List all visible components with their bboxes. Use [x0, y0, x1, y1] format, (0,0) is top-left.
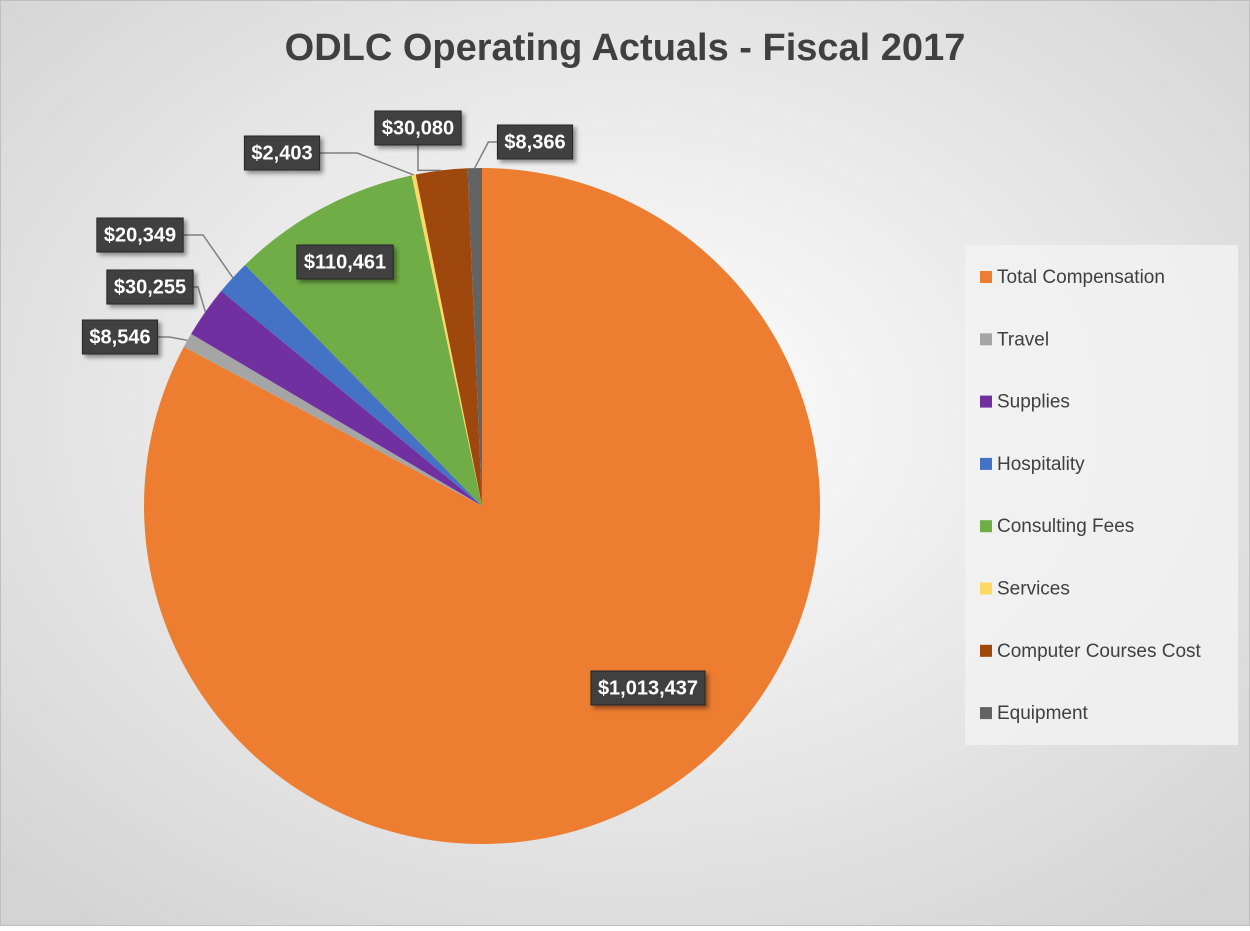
data-label-text: $20,349	[104, 224, 176, 246]
data-label-box	[296, 244, 394, 280]
pie-slice	[467, 168, 482, 506]
legend-label: Travel	[997, 329, 1049, 350]
legend-swatch	[980, 333, 992, 346]
data-label-text: $2,403	[251, 142, 312, 164]
legend-swatch	[980, 520, 992, 533]
legend-swatch	[980, 582, 992, 595]
data-label-box	[243, 135, 321, 171]
data-label-box	[106, 269, 194, 305]
legend-swatch	[980, 271, 992, 283]
pie-slice	[191, 290, 482, 506]
leader-line	[417, 145, 442, 172]
legend-label: Services	[997, 579, 1070, 600]
data-label: $2,403	[243, 135, 321, 171]
data-label: $30,080	[374, 110, 462, 146]
data-label: $20,349	[96, 217, 184, 253]
pie-slice	[183, 333, 482, 506]
legend-label: Supplies	[997, 392, 1070, 413]
data-label-text: $30,255	[114, 276, 186, 298]
data-label: $1,013,437	[590, 670, 706, 706]
data-label-box	[496, 124, 574, 160]
legend-swatch	[980, 644, 992, 657]
data-label-text: $8,546	[89, 326, 150, 348]
leader-line	[193, 286, 207, 313]
data-label-box	[81, 319, 159, 355]
legend-label: Computer Courses Cost	[997, 641, 1202, 662]
legend-swatch	[980, 457, 992, 470]
pie-slice	[221, 264, 482, 506]
data-label-box	[374, 110, 462, 146]
data-label-box	[96, 217, 184, 253]
legend-label: Consulting Fees	[997, 516, 1134, 537]
data-label: $110,461	[296, 244, 394, 280]
data-label: $8,546	[81, 319, 159, 355]
legend-swatch	[980, 395, 992, 408]
leader-line	[474, 141, 498, 169]
chart-title: ODLC Operating Actuals - Fiscal 2017	[285, 27, 966, 69]
data-label-text: $8,366	[504, 131, 565, 153]
leader-line	[157, 336, 188, 342]
legend-swatch	[980, 707, 992, 720]
leader-line	[319, 152, 414, 176]
legend-label: Equipment	[997, 703, 1089, 724]
data-label-text: $110,461	[304, 251, 386, 273]
data-label-text: $30,080	[382, 117, 454, 139]
data-label-text: $1,013,437	[598, 677, 698, 699]
data-label-box	[590, 670, 706, 706]
leader-line	[183, 234, 234, 279]
pie-slice	[411, 174, 482, 506]
data-label: $8,366	[496, 124, 574, 160]
legend-label: Hospitality	[997, 454, 1085, 475]
pie-slice	[415, 168, 482, 506]
data-label: $30,255	[106, 269, 194, 305]
legend-label: Total Compensation	[997, 267, 1165, 288]
legend-box	[965, 245, 1238, 745]
